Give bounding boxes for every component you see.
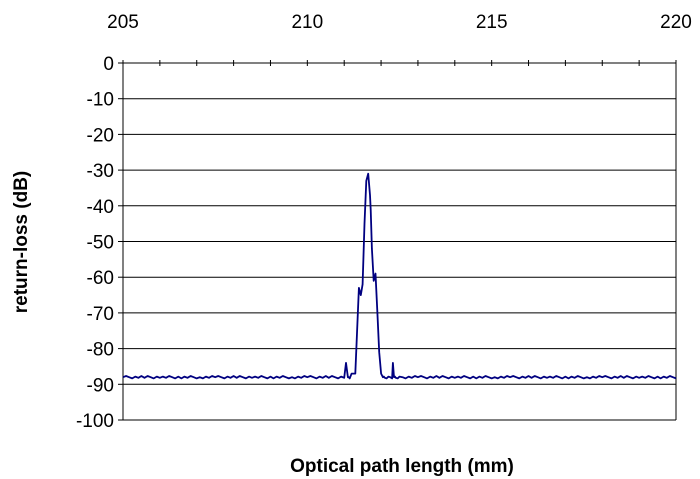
series-layer xyxy=(122,172,677,380)
y-tick-label: -60 xyxy=(87,268,114,289)
x-tick-label: 205 xyxy=(107,12,139,33)
x-tick-label: 220 xyxy=(660,12,692,33)
y-axis-title: return-loss (dB) xyxy=(11,171,32,314)
series-line xyxy=(122,172,677,380)
y-tick-label: -30 xyxy=(87,161,114,182)
gridlines xyxy=(123,62,676,421)
y-tick-label: -70 xyxy=(87,304,114,325)
x-tick-label: 215 xyxy=(476,12,508,33)
y-tick-label: -50 xyxy=(87,233,114,254)
y-tick-label: 0 xyxy=(103,54,114,75)
axes xyxy=(118,60,677,421)
y-tick-label: -80 xyxy=(87,340,114,361)
y-tick-label: -100 xyxy=(76,411,114,432)
x-tick-label: 210 xyxy=(291,12,323,33)
y-tick-label: -90 xyxy=(87,375,114,396)
y-tick-label: -10 xyxy=(87,90,114,111)
x-axis-title: Optical path length (mm) xyxy=(290,456,514,477)
tick-labels: 0 -10 -20 -30 -40 -50 -60 -70 -80 -90 -100 205 210 21… xyxy=(76,12,692,432)
y-tick-label: -20 xyxy=(87,125,114,146)
y-tick-label: -40 xyxy=(87,197,114,218)
